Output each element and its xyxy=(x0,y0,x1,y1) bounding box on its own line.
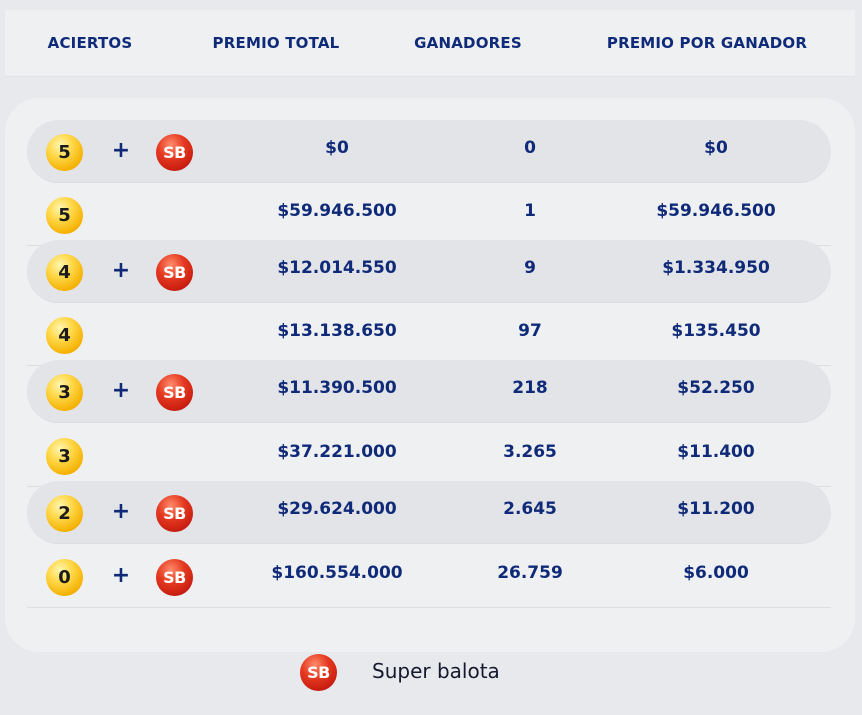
header-aciertos: ACIERTOS xyxy=(47,34,133,52)
premio-total-cell: $11.390.500 xyxy=(277,378,397,398)
plus-sign: + xyxy=(111,563,131,588)
hits-ball-icon: 5 xyxy=(46,197,83,234)
super-balota-icon: SB xyxy=(156,134,193,171)
hits-ball-icon: 4 xyxy=(46,317,83,354)
table-row: 0 + SB $160.554.000 26.759 $6.000 xyxy=(27,545,831,608)
header-premio-total: PREMIO TOTAL xyxy=(212,34,340,52)
super-balota-icon: SB xyxy=(300,654,337,691)
table-row: 2 + SB $29.624.000 2.645 $11.200 xyxy=(27,481,831,544)
premio-total-cell: $160.554.000 xyxy=(271,563,403,583)
plus-sign: + xyxy=(111,378,131,403)
plus-sign: + xyxy=(111,138,131,163)
header-ganadores: GANADORES xyxy=(414,34,522,52)
hits-ball-icon: 4 xyxy=(46,254,83,291)
results-table-header: ACIERTOS PREMIO TOTAL GANADORES PREMIO P… xyxy=(5,10,855,77)
premio-por-ganador-cell: $59.946.500 xyxy=(656,201,776,221)
premio-total-cell: $13.138.650 xyxy=(277,321,397,341)
super-balota-icon: SB xyxy=(156,495,193,532)
ganadores-cell: 26.759 xyxy=(497,563,563,583)
hits-ball-icon: 3 xyxy=(46,374,83,411)
hits-ball-icon: 0 xyxy=(46,559,83,596)
hits-ball-icon: 5 xyxy=(46,134,83,171)
ganadores-cell: 9 xyxy=(524,258,536,278)
premio-por-ganador-cell: $11.400 xyxy=(677,442,755,462)
ganadores-cell: 3.265 xyxy=(503,442,557,462)
table-row: 5 + SB $0 0 $0 xyxy=(27,120,831,183)
super-balota-icon: SB xyxy=(156,374,193,411)
ganadores-cell: 97 xyxy=(518,321,542,341)
table-row: 4 $13.138.650 97 $135.450 xyxy=(27,303,831,366)
table-row: 4 + SB $12.014.550 9 $1.334.950 xyxy=(27,240,831,303)
header-premio-por-ganador: PREMIO POR GANADOR xyxy=(606,34,808,52)
plus-sign: + xyxy=(111,499,131,524)
premio-por-ganador-cell: $6.000 xyxy=(683,563,749,583)
premio-por-ganador-cell: $135.450 xyxy=(671,321,761,341)
premio-por-ganador-cell: $1.334.950 xyxy=(662,258,770,278)
premio-por-ganador-cell: $11.200 xyxy=(677,499,755,519)
premio-por-ganador-cell: $52.250 xyxy=(677,378,755,398)
super-balota-icon: SB xyxy=(156,559,193,596)
premio-total-cell: $0 xyxy=(325,138,349,158)
hits-ball-icon: 3 xyxy=(46,438,83,475)
premio-total-cell: $12.014.550 xyxy=(277,258,397,278)
premio-por-ganador-cell: $0 xyxy=(704,138,728,158)
table-row: 3 $37.221.000 3.265 $11.400 xyxy=(27,424,831,487)
hits-ball-icon: 2 xyxy=(46,495,83,532)
table-row: 5 $59.946.500 1 $59.946.500 xyxy=(27,183,831,246)
plus-sign: + xyxy=(111,258,131,283)
ganadores-cell: 0 xyxy=(524,138,536,158)
super-balota-icon: SB xyxy=(156,254,193,291)
premio-total-cell: $37.221.000 xyxy=(277,442,397,462)
legend-label: Super balota xyxy=(372,659,500,683)
ganadores-cell: 2.645 xyxy=(503,499,557,519)
premio-total-cell: $59.946.500 xyxy=(277,201,397,221)
premio-total-cell: $29.624.000 xyxy=(277,499,397,519)
ganadores-cell: 218 xyxy=(512,378,548,398)
table-row: 3 + SB $11.390.500 218 $52.250 xyxy=(27,360,831,423)
results-table-body: 5 + SB $0 0 $0 5 $59.946.500 1 $59.946.5… xyxy=(5,98,855,652)
ganadores-cell: 1 xyxy=(524,201,536,221)
